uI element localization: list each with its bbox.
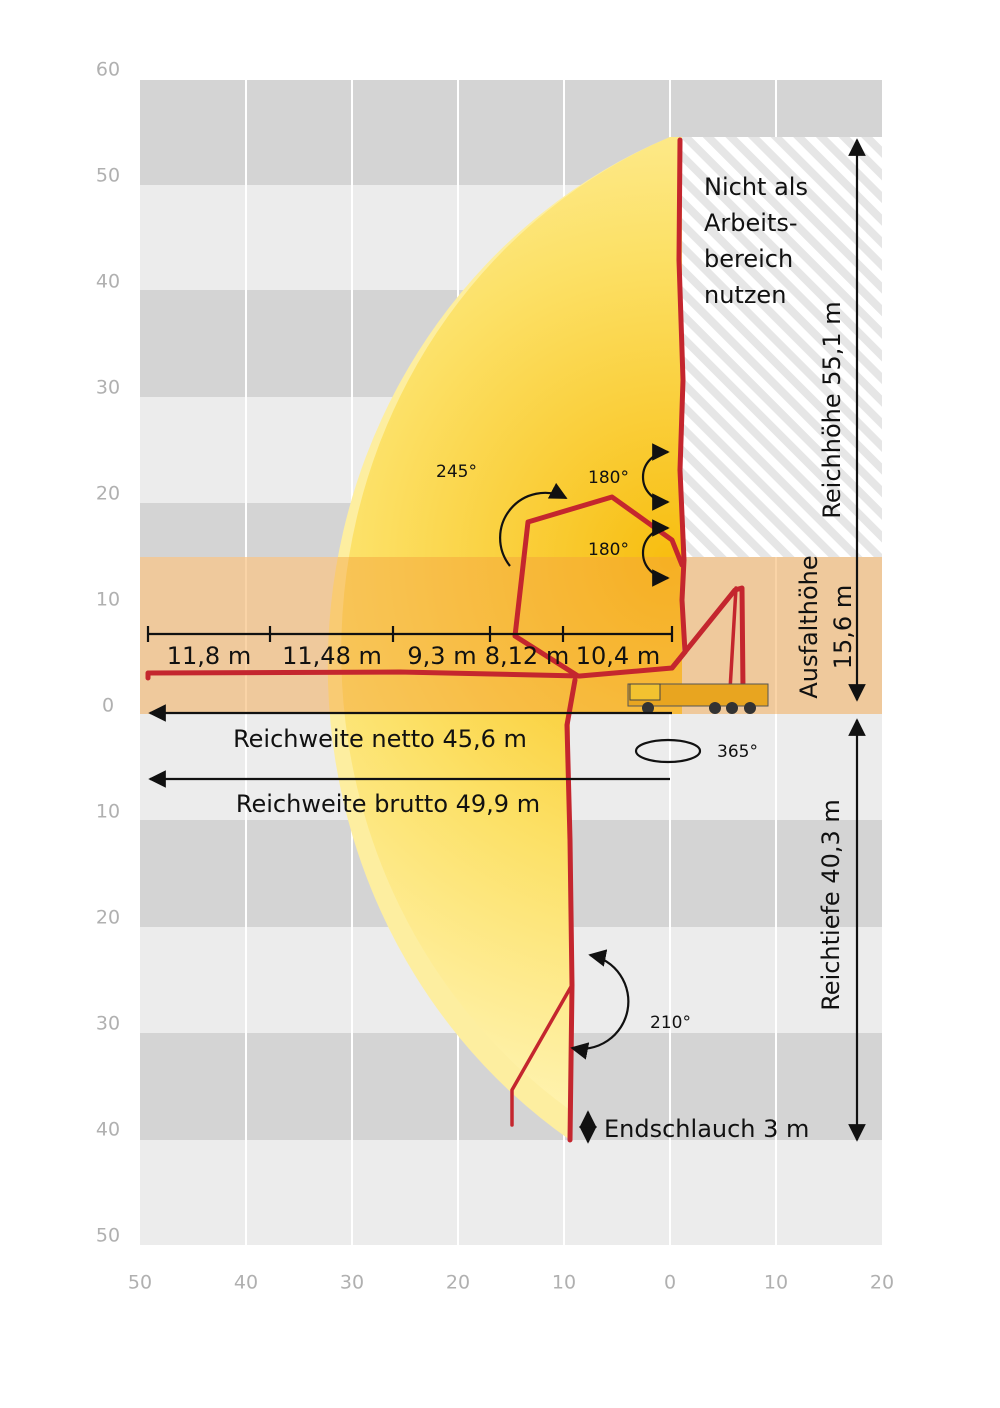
y-tick-label: 30 (96, 377, 120, 399)
x-tick-label: 40 (234, 1272, 258, 1294)
x-tick-label: 0 (664, 1272, 676, 1294)
y-tick-label: 20 (96, 907, 120, 929)
x-tick-label: 10 (764, 1272, 788, 1294)
y-tick-label: 20 (96, 483, 120, 505)
labels: Nicht als Arbeits-bereich nutzen Reichhöhe… (233, 173, 846, 1143)
y-tick-label: 0 (102, 695, 114, 717)
x-tick-label: 50 (128, 1272, 152, 1294)
y-tick-label: 50 (96, 1225, 120, 1247)
y-tick-label: 10 (96, 801, 120, 823)
y-tick-label: 10 (96, 589, 120, 611)
no-work-zone-label: Nicht als Arbeits-bereich nutzen (704, 173, 808, 309)
x-tick-label: 20 (870, 1272, 894, 1294)
y-tick-label: 60 (96, 59, 120, 81)
angle-joint: 180° (588, 540, 629, 560)
text-line: 15,6 m (829, 585, 857, 669)
y-tick-label: 40 (96, 271, 120, 293)
y-tick-label: 30 (96, 1013, 120, 1035)
reach-net: Reichweite netto 45,6 m (233, 725, 527, 753)
boom-section-label: 11,8 m (167, 642, 251, 670)
x-tick-label: 10 (552, 1272, 576, 1294)
unfold-band (140, 557, 882, 714)
y-tick-label: 50 (96, 165, 120, 187)
text-line: Arbeits- (704, 209, 798, 237)
boom-section-label: 9,3 m (407, 642, 476, 670)
truck (627, 683, 769, 714)
angle-joint: 245° (436, 462, 477, 482)
dimension-lines (146, 138, 866, 1144)
reach-gross: Reichweite brutto 49,9 m (236, 790, 540, 818)
angle-joint: 210° (650, 1013, 691, 1033)
unfold-height: Ausfalthöhe 15,6 m (795, 555, 857, 698)
x-tick-label: 30 (340, 1272, 364, 1294)
boom-section-label: 11,48 m (282, 642, 382, 670)
boom-section-label: 10,4 m (576, 642, 660, 670)
end-hose: Endschlauch 3 m (604, 1115, 809, 1143)
angle-slew: 365° (717, 742, 758, 762)
reach-height: Reichhöhe 55,1 m (818, 301, 846, 518)
reach-envelope (341, 137, 682, 1110)
text-line: Ausfalthöhe (795, 555, 823, 698)
angle-joint: 180° (588, 468, 629, 488)
text-line: nutzen (704, 281, 786, 309)
x-tick-label: 20 (446, 1272, 470, 1294)
boom-section-label: 8,12 m (485, 642, 569, 670)
text-line: Nicht als (704, 173, 808, 201)
reach-depth: Reichtiefe 40,3 m (817, 799, 845, 1011)
y-tick-label: 40 (96, 1119, 120, 1141)
text-line: bereich (704, 245, 793, 273)
